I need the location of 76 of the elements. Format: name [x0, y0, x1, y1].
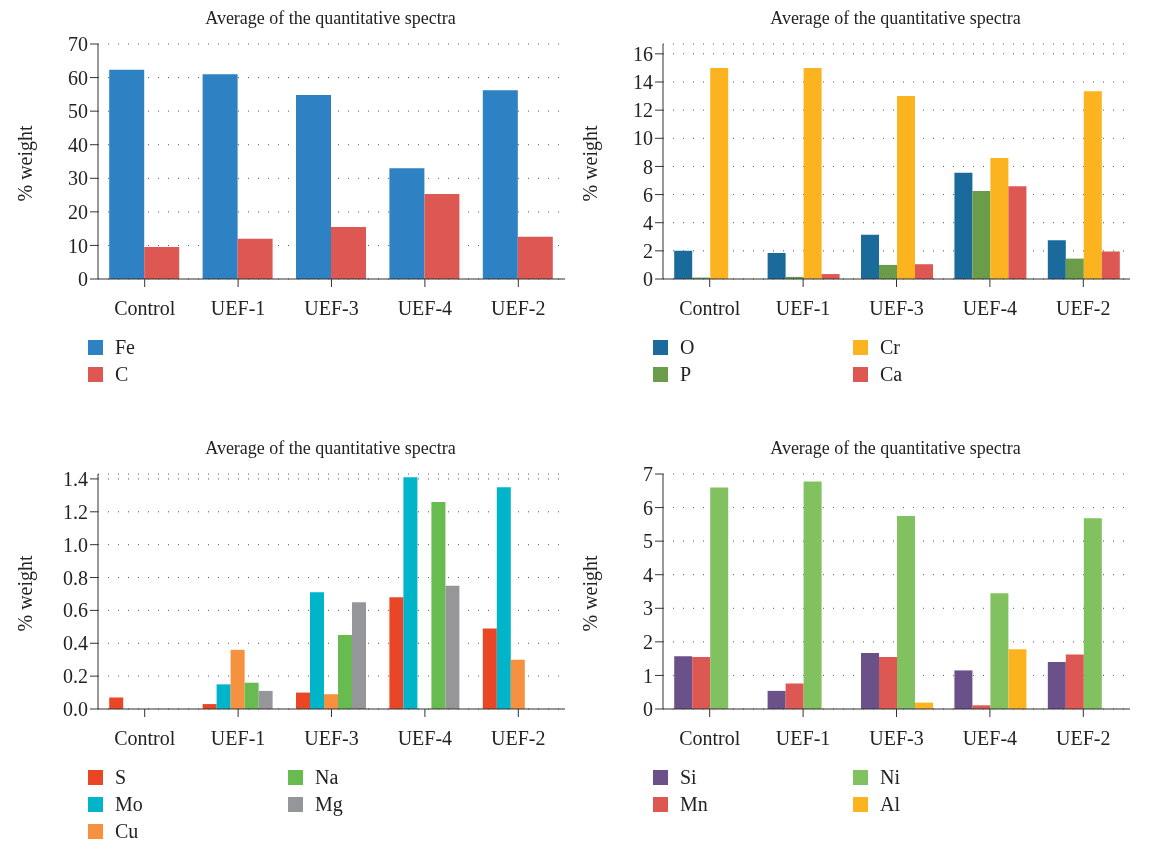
y-axis-title: % weight — [14, 124, 38, 202]
x-tick-label: UEF-4 — [397, 297, 453, 320]
y-tick-label: 12 — [633, 99, 653, 122]
x-tick-label: UEF-1 — [775, 727, 831, 750]
y-tick-label: 60 — [68, 66, 88, 89]
y-tick-label: 3 — [643, 597, 653, 620]
x-tick-label: UEF-1 — [775, 297, 831, 320]
y-tick-label: 1.2 — [63, 500, 88, 523]
y-tick-label: 7 — [643, 463, 653, 486]
legend-label: C — [115, 363, 129, 386]
x-tick-label: UEF-3 — [869, 727, 924, 750]
chart-title: Average of the quantitative spectra — [204, 8, 457, 30]
y-axis-title: % weight — [579, 124, 603, 202]
legend-label: Cu — [115, 820, 139, 843]
y-tick-label: 5 — [643, 530, 653, 553]
y-tick-label: 4 — [643, 563, 653, 586]
y-tick-label: 4 — [643, 211, 653, 234]
legend-label: Cr — [880, 336, 900, 359]
y-tick-label: 0 — [643, 698, 653, 721]
x-tick-label: UEF-1 — [210, 727, 266, 750]
legend-label: Ni — [880, 766, 900, 789]
y-tick-label: 2 — [643, 239, 653, 262]
x-tick-label: Control — [679, 727, 741, 750]
y-tick-label: 10 — [633, 127, 653, 150]
x-tick-label: Control — [114, 727, 176, 750]
y-tick-label: 70 — [68, 33, 88, 56]
y-tick-label: 0.8 — [63, 566, 88, 589]
legend-label: S — [115, 766, 127, 789]
y-tick-label: 1.4 — [63, 468, 88, 491]
y-tick-label: 2 — [643, 630, 653, 653]
x-tick-label: UEF-2 — [491, 297, 546, 320]
x-tick-label: UEF-2 — [1056, 297, 1111, 320]
chart-title: Average of the quantitative spectra — [769, 438, 1022, 460]
y-tick-label: 30 — [68, 167, 88, 190]
x-tick-label: UEF-4 — [962, 297, 1018, 320]
chart-title: Average of the quantitative spectra — [769, 8, 1022, 30]
x-tick-label: UEF-3 — [869, 297, 924, 320]
y-tick-label: 10 — [68, 234, 88, 257]
x-tick-label: UEF-4 — [397, 727, 453, 750]
legend-label: Mo — [115, 793, 143, 816]
x-tick-label: UEF-2 — [1056, 727, 1111, 750]
x-tick-label: UEF-3 — [304, 727, 359, 750]
legend-label: Al — [880, 793, 900, 816]
legend-label: Si — [680, 766, 697, 789]
x-tick-label: Control — [114, 297, 176, 320]
x-tick-label: UEF-1 — [210, 297, 266, 320]
y-tick-label: 0.2 — [63, 665, 88, 688]
legend-label: P — [680, 363, 692, 386]
x-tick-label: Control — [679, 297, 741, 320]
y-tick-label: 8 — [643, 155, 653, 178]
legend-label: Mg — [315, 793, 343, 816]
y-axis-title: % weight — [579, 554, 603, 632]
y-tick-label: 0.6 — [63, 599, 88, 622]
legend-label: O — [680, 336, 695, 359]
x-tick-label: UEF-3 — [304, 297, 359, 320]
y-tick-label: 6 — [643, 183, 653, 206]
y-tick-label: 0.4 — [63, 632, 88, 655]
y-tick-label: 16 — [633, 42, 653, 65]
y-tick-label: 20 — [68, 200, 88, 223]
y-tick-label: 6 — [643, 496, 653, 519]
legend-label: Fe — [115, 336, 135, 359]
y-tick-label: 50 — [68, 100, 88, 123]
legend-label: Ca — [880, 363, 903, 386]
legend-label: Na — [315, 766, 339, 789]
y-tick-label: 1 — [643, 664, 653, 687]
legend-label: Mn — [680, 793, 708, 816]
y-tick-label: 1.0 — [63, 533, 88, 556]
y-tick-label: 0.0 — [63, 698, 88, 721]
y-tick-label: 40 — [68, 133, 88, 156]
y-tick-label: 0 — [643, 268, 653, 291]
y-tick-label: 14 — [633, 71, 653, 94]
x-tick-label: UEF-4 — [962, 727, 1018, 750]
y-tick-label: 0 — [78, 268, 88, 291]
chart-title: Average of the quantitative spectra — [204, 438, 457, 460]
x-tick-label: UEF-2 — [491, 727, 546, 750]
y-axis-title: % weight — [14, 554, 38, 632]
